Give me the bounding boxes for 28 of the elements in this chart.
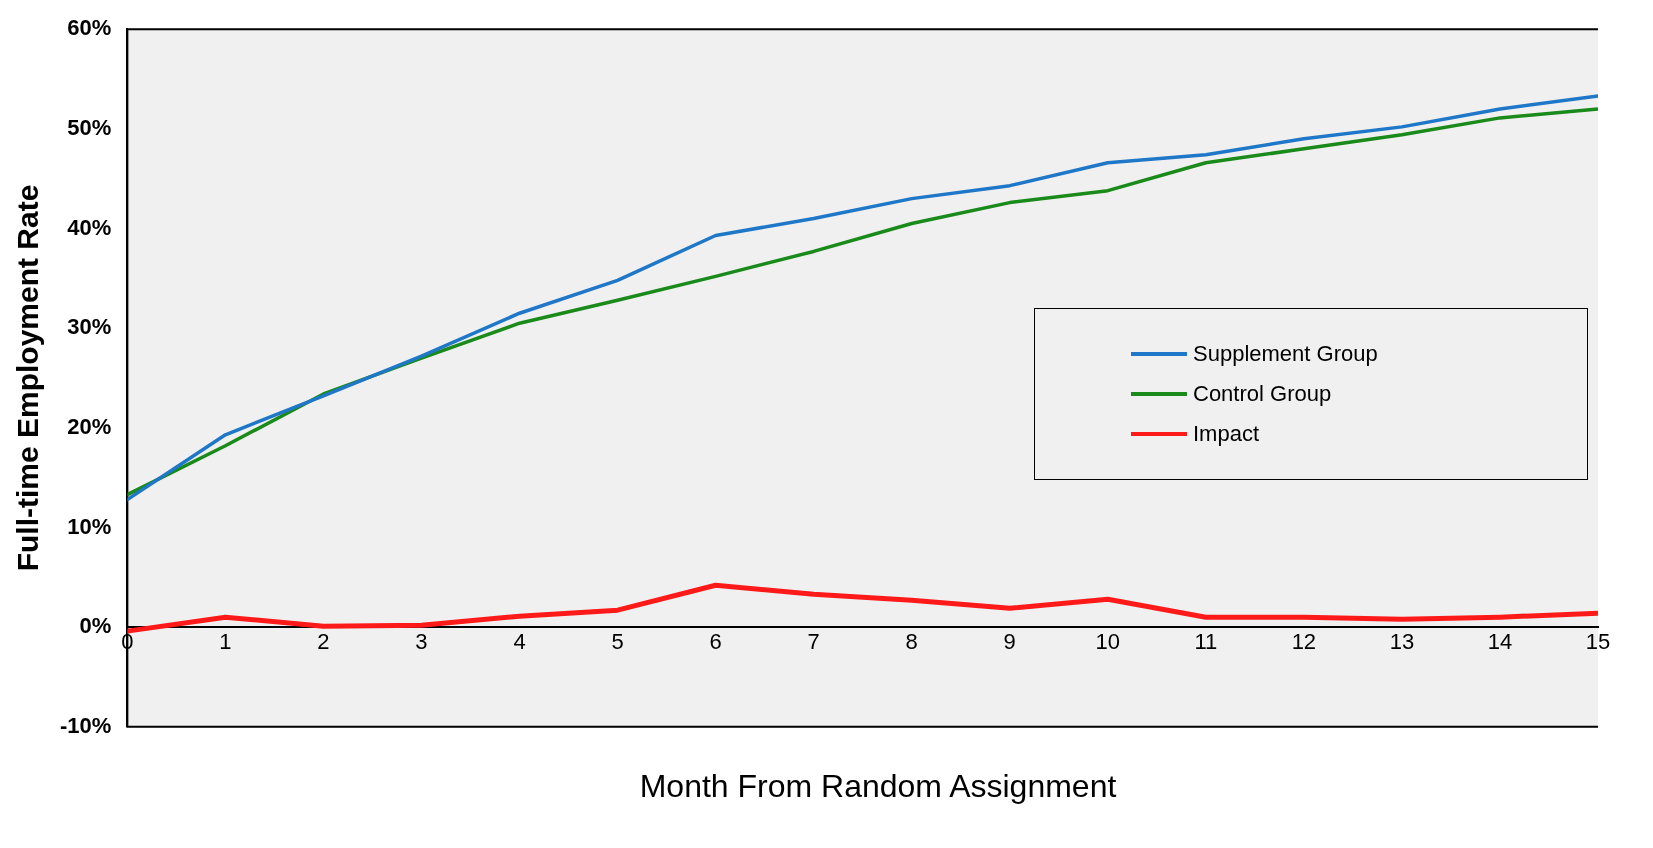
x-axis-title: Month From Random Assignment: [638, 768, 1118, 805]
x-tick-label: 6: [709, 629, 722, 655]
legend-label: Impact: [1193, 421, 1260, 447]
y-tick-label: 60%: [67, 15, 112, 41]
x-tick-label: 11: [1194, 629, 1218, 655]
y-tick-label: 40%: [67, 214, 112, 240]
x-tick-label: 2: [317, 629, 330, 655]
x-tick-label: 13: [1389, 629, 1415, 655]
x-tick-label: 3: [415, 629, 428, 655]
x-tick-label: 14: [1487, 629, 1513, 655]
x-tick-label: 4: [513, 629, 526, 655]
x-tick-label: 8: [905, 629, 918, 655]
x-tick-label: 12: [1291, 629, 1317, 655]
y-tick-label: 20%: [67, 413, 112, 439]
y-tick-label: 30%: [67, 314, 112, 340]
legend-label: Supplement Group: [1193, 341, 1378, 367]
y-tick-label: 10%: [67, 513, 112, 539]
x-tick-label: 1: [219, 629, 232, 655]
y-tick-label: -10%: [60, 712, 112, 738]
y-axis-title: Full-time Employment Rate: [11, 184, 45, 572]
x-tick-label: 9: [1003, 629, 1016, 655]
y-tick-label: 50%: [67, 114, 112, 140]
x-tick-label: 7: [807, 629, 820, 655]
y-tick-label: 0%: [79, 613, 112, 639]
legend-label: Control Group: [1193, 381, 1332, 407]
x-tick-label: 5: [611, 629, 624, 655]
x-tick-label: 10: [1095, 629, 1121, 655]
x-tick-label: 15: [1585, 629, 1611, 655]
